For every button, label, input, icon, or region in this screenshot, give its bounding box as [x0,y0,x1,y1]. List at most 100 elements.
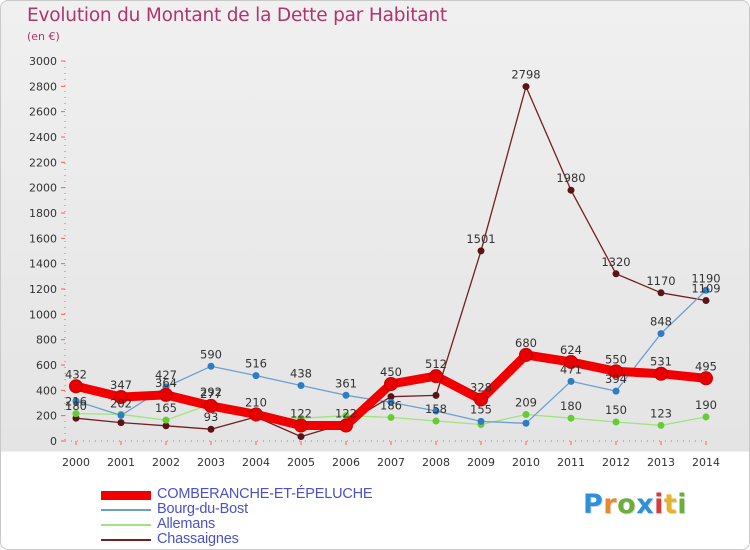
x-tick-label: 2005 [287,456,315,469]
data-label-chassaignes: 1109 [691,282,720,296]
x-tick-label: 2008 [422,456,450,469]
data-point-comberanche-et-peluche [114,390,128,405]
data-label-chassaignes: 180 [65,399,87,413]
data-point-comberanche-et-peluche [159,387,173,402]
data-point-bourg-du-bost [342,391,350,399]
x-tick-label: 2007 [377,456,405,469]
data-point-bourg-du-bost [567,377,575,385]
data-label-comberanche-et-peluche: 450 [380,365,402,379]
data-point-comberanche-et-peluche [519,347,533,362]
axes: 0 200 400 600 800 1000 1200 1400 1600 1800 2000 220… [29,55,720,469]
y-tick-label: 2400 [29,131,57,144]
data-point-allemans [657,421,665,429]
data-label-comberanche-et-peluche: 680 [515,336,537,350]
data-point-chassaignes [702,297,710,305]
data-point-allemans [522,411,530,419]
data-point-comberanche-et-peluche [699,371,713,386]
data-label-comberanche-et-peluche: 210 [245,395,267,409]
data-point-chassaignes [297,433,305,441]
data-point-comberanche-et-peluche [429,369,443,384]
y-tick-label: 1800 [29,207,57,220]
data-label-chassaignes: 2798 [511,68,540,82]
x-tick-label: 2006 [332,456,360,469]
y-tick-label: 1000 [29,308,57,321]
data-label-chassaignes: 1501 [466,232,495,246]
x-tick-label: 2011 [557,456,585,469]
data-point-bourg-du-bost [612,387,620,395]
x-tick-label: 2010 [512,456,540,469]
logo-letter: x [636,489,655,520]
legend-label-bourg-du-bost: Bourg-du-Bost [157,501,248,517]
data-label-comberanche-et-peluche: 122 [290,407,312,421]
legend-label-chassaignes: Chassaignes [157,531,239,547]
logo-letter: r [603,489,618,520]
y-tick-label: 2600 [29,106,57,119]
data-point-chassaignes [612,270,620,278]
data-point-chassaignes [567,186,575,194]
chart-unit: (en €) [27,30,60,43]
data-point-chassaignes [387,393,395,401]
data-point-chassaignes [117,419,125,427]
data-label-comberanche-et-peluche: 364 [155,376,177,390]
x-tick-label: 2009 [467,456,495,469]
data-point-bourg-du-bost [207,362,215,370]
series-chassaignes [72,83,710,441]
x-tick-label: 2003 [197,456,225,469]
data-label-allemans: 180 [560,399,582,413]
data-point-comberanche-et-peluche [474,392,488,407]
data-point-comberanche-et-peluche [204,398,218,413]
x-tick-label: 2002 [152,456,180,469]
series-bourg-du-bost [72,286,710,427]
legend-swatch-bourg-du-bost [101,508,151,511]
legend-swatch-allemans [101,523,151,526]
data-label-allemans: 186 [380,398,402,412]
point-labels: 180 93 1501 2798 1980 1320 1170 1109 216 165 292 18… [65,68,721,425]
data-label-comberanche-et-peluche: 512 [425,357,447,371]
data-point-bourg-du-bost [522,419,530,427]
data-point-comberanche-et-peluche [249,407,263,422]
x-tick-label: 2004 [242,456,270,469]
data-label-allemans: 209 [515,396,537,410]
data-label-allemans: 165 [155,401,177,415]
data-point-bourg-du-bost [477,417,485,425]
data-point-bourg-du-bost [252,372,260,380]
data-point-comberanche-et-peluche [339,418,353,433]
series-comberanche-et-peluche [69,347,713,433]
data-label-bourg-du-bost: 1190 [691,271,720,285]
y-tick-label: 2800 [29,80,57,93]
data-label-allemans: 216 [65,395,87,409]
data-point-chassaignes [522,83,530,91]
data-label-allemans: 123 [650,406,672,420]
data-label-bourg-du-bost: 394 [605,372,627,386]
logo-letter: i [654,489,664,520]
legend-label-allemans: Allemans [157,516,216,532]
legend-swatch-comberanche [101,490,151,500]
data-point-comberanche-et-peluche [384,377,398,391]
data-label-bourg-du-bost: 590 [200,347,222,361]
data-point-allemans [387,413,395,421]
data-point-comberanche-et-peluche [609,364,623,379]
data-label-comberanche-et-peluche: 347 [110,378,132,392]
data-point-allemans [567,414,575,422]
data-label-comberanche-et-peluche: 495 [695,359,717,373]
y-tick-label: 1200 [29,283,57,296]
data-label-bourg-du-bost: 438 [290,367,312,381]
y-tick-label: 1400 [29,258,57,271]
series-lines [69,83,713,441]
data-point-chassaignes [432,391,440,399]
proxiti-logo: Proxiti [583,489,687,520]
y-tick-label: 0 [50,435,57,448]
data-point-bourg-du-bost [432,407,440,415]
data-point-bourg-du-bost [117,411,125,419]
data-label-chassaignes: 1980 [556,171,585,185]
data-label-allemans: 190 [695,398,717,412]
x-tick-label: 2001 [107,456,135,469]
y-tick-label: 3000 [29,55,57,68]
data-point-comberanche-et-peluche [564,354,578,369]
data-point-chassaignes [657,289,665,297]
logo-letter: i [677,489,688,520]
y-tick-label: 2000 [29,182,57,195]
x-tick-label: 2012 [602,456,630,469]
data-point-allemans [342,412,350,420]
data-point-bourg-du-bost [657,330,665,338]
